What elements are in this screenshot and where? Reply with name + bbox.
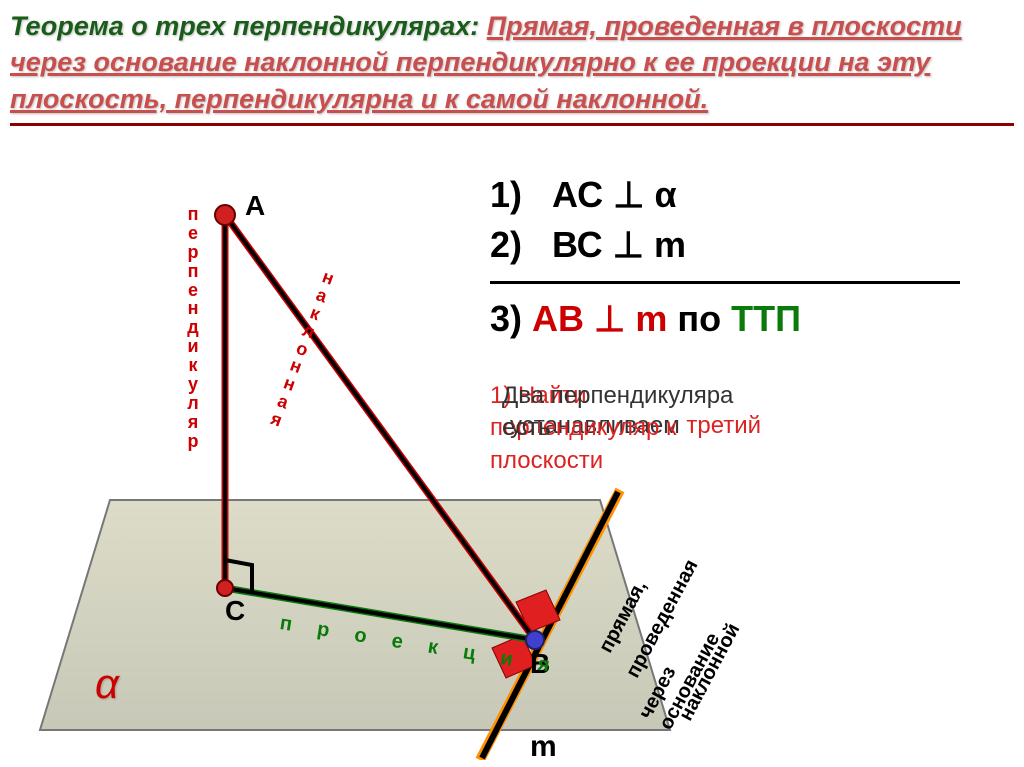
label-m: m [530,730,557,764]
plane-alpha [40,500,670,730]
point-b [526,631,544,649]
label-alpha: α [95,660,119,708]
label-c: С [225,595,245,627]
title-part1: Теорема о трех перпендикулярах: [10,11,479,41]
point-a [215,205,235,225]
geometry-diagram: А С В α m перпендикуляр наклонная п р о … [0,170,700,760]
concl-ttp: ТТП [731,298,801,339]
title-divider [10,123,1014,126]
label-perpendicular: перпендикуляр [183,205,203,451]
point-c [217,580,233,596]
theorem-title: Теорема о трех перпендикулярах: Прямая, … [0,0,1024,121]
label-a: А [245,190,265,222]
